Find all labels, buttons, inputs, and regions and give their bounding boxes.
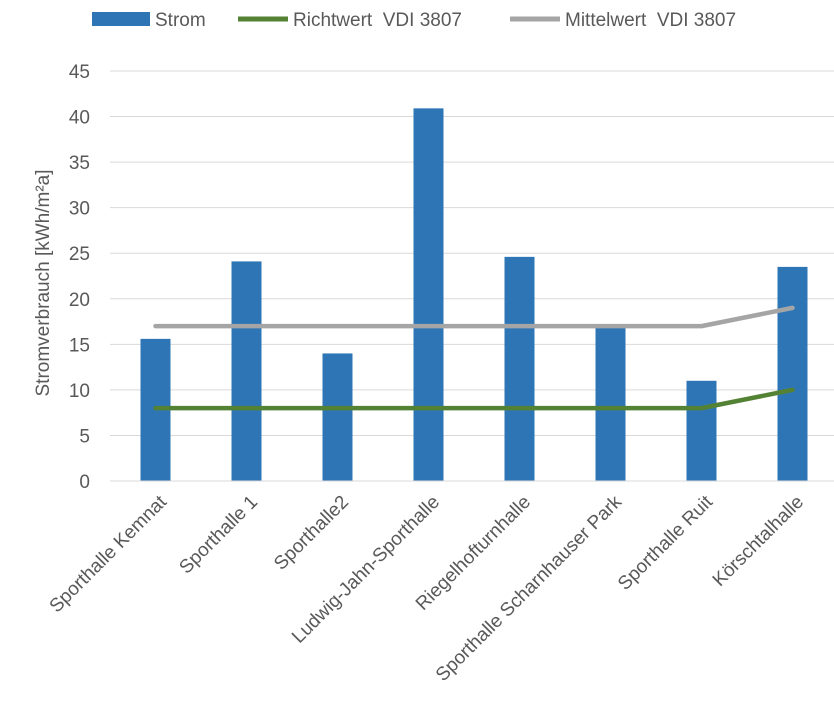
series-line xyxy=(153,305,795,329)
legend: Strom Richtwert VDI 3807 Mittelwert VDI 38… xyxy=(92,10,736,31)
bar xyxy=(504,256,535,481)
series-line xyxy=(153,387,795,411)
y-tick-label: 25 xyxy=(69,244,90,265)
y-axis-ticks: 0 5 10 15 20 25 30 35 40 45 xyxy=(69,62,90,493)
y-tick-label: 5 xyxy=(79,426,90,447)
x-tick-label: Sporthalle Ruit xyxy=(614,491,717,594)
y-tick-label: 20 xyxy=(69,290,90,311)
bar xyxy=(777,266,808,481)
bar xyxy=(595,327,626,481)
y-tick-label: 15 xyxy=(69,335,90,356)
bar xyxy=(413,108,444,481)
x-tick-label: Sporthalle2 xyxy=(270,492,353,575)
legend-label: Richtwert VDI 3807 xyxy=(293,10,462,31)
x-axis-ticks: Sporthalle Kemnat Sporthalle 1 Sporthalle2… xyxy=(46,491,808,686)
x-tick-label: Körschtalhalle xyxy=(709,492,808,591)
x-tick-label: Sporthalle 1 xyxy=(175,492,262,579)
y-tick-label: 0 xyxy=(79,472,90,493)
legend-swatch xyxy=(92,12,150,26)
gridlines xyxy=(110,70,834,436)
x-tick-label: Ludwig-Jahn-Sporthalle xyxy=(288,492,444,648)
y-tick-label: 45 xyxy=(69,62,90,83)
bar xyxy=(231,261,262,481)
y-tick-label: 30 xyxy=(69,199,90,220)
lines xyxy=(153,305,795,411)
y-tick-label: 40 xyxy=(69,108,90,129)
x-tick-label: Sporthalle Kemnat xyxy=(46,491,172,617)
bar xyxy=(686,380,717,481)
x-tick-label: Sporthalle Scharnhauser Park xyxy=(432,491,626,685)
bar xyxy=(322,353,353,481)
y-tick-label: 10 xyxy=(69,381,90,402)
y-tick-label: 35 xyxy=(69,153,90,174)
bars-strom xyxy=(140,108,808,481)
legend-label: Strom xyxy=(155,10,206,31)
legend-label: Mittelwert VDI 3807 xyxy=(565,10,736,31)
y-axis-label: Stromverbrauch [kWh/m²a] xyxy=(33,170,54,397)
